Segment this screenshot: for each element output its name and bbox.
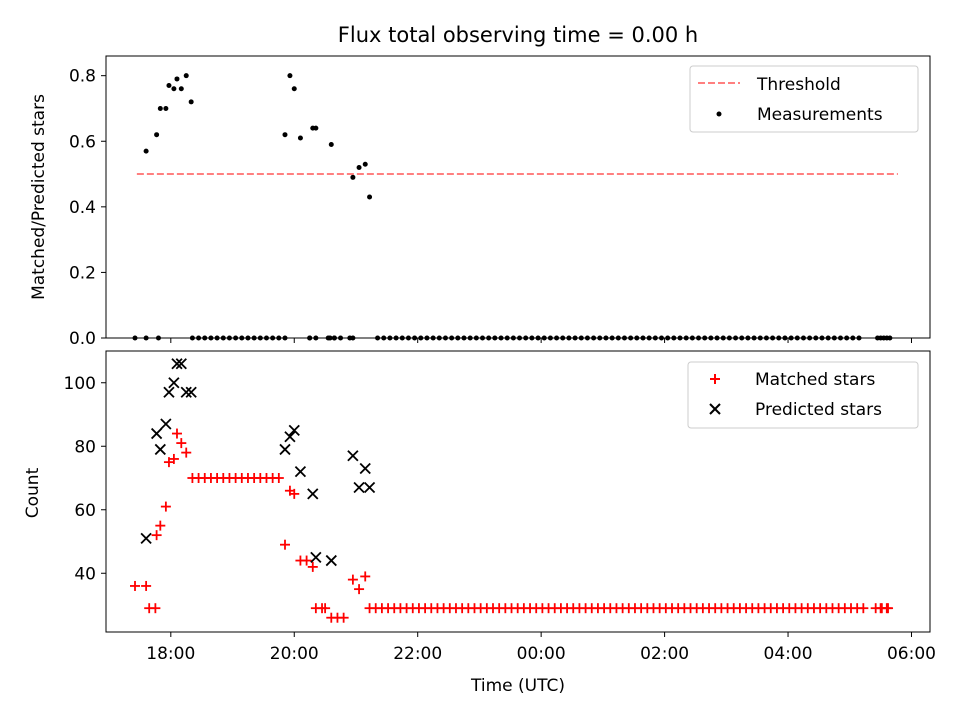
measurement-point [174,76,180,82]
matched-star-point [279,539,290,550]
bottom-ylabel: Count [23,467,43,518]
y-tick-label: 80 [74,437,96,457]
legend-measurements-swatch [716,111,722,117]
predicted-star-point [284,431,296,443]
predicted-star-point [185,386,197,398]
predicted-star-point [353,481,365,494]
matched-star-point [150,603,161,614]
measurement-point [328,142,334,148]
bottom-plot-area: 18:00 20:00 22:00 00:00 02:00 04:00 06:00 40 60 8… [64,358,936,664]
measurement-point [188,99,194,105]
measurement-point [297,135,303,141]
matched-star-point [273,473,284,484]
predicted-star-point [168,377,180,389]
predicted-star-point [347,450,359,462]
bottom-legend: Matched stars Predicted stars [687,361,919,429]
predicted-star-point [325,554,337,567]
top-panel: Matched/Predicted stars 0.00.20.40.60.8 … [29,55,931,349]
legend-matched-swatch [710,374,720,384]
matched-star-point [130,580,141,591]
legend-predicted-swatch [709,403,721,415]
legend-measurements-label: Measurements [757,105,883,125]
measurement-point [282,132,288,138]
measurement-point [356,164,362,170]
matched-star-point [289,488,300,499]
legend-threshold-label: Threshold [756,75,841,95]
measurement-point [154,132,160,138]
legend-predicted-label: Predicted stars [755,400,882,420]
predicted-star-point [150,427,163,440]
measurement-point [163,105,169,111]
measurement-point [350,174,356,180]
measurement-point [291,86,297,92]
predicted-star-point [288,424,300,437]
top-legend: Threshold Measurements [689,65,919,133]
measurement-point [143,148,149,154]
y-tick-label: 0.6 [69,132,96,152]
matched-star-point [160,501,171,512]
measurement-point [313,125,319,131]
bottom-xlabel: Time (UTC) [470,676,565,696]
measurement-point [287,73,293,79]
x-tick-label: 00:00 [517,644,566,664]
bottom-panel: Count Time (UTC) 18:00 20:00 22:00 00:00 02:… [23,350,936,696]
matched-star-point [155,520,166,531]
matched-star-point [338,612,349,623]
predicted-star-point [160,418,172,430]
matched-star-point [354,584,365,595]
legend-matched-label: Matched stars [755,370,875,390]
y-tick-label: 40 [74,564,96,584]
predicted-star-point [140,532,152,544]
matched-star-point [171,428,182,439]
measurement-point [183,73,189,79]
matched-star-point [347,574,358,585]
measurement-point [362,161,368,167]
y-tick-label: 0.2 [69,263,96,283]
bottom-frame [105,350,931,633]
y-tick-label: 60 [74,501,96,521]
measurement-point [178,86,184,92]
x-tick-label: 22:00 [393,644,442,664]
matched-star-point [881,603,892,614]
x-tick-label: 02:00 [640,644,689,664]
predicted-star-point [307,488,319,500]
predicted-star-point [359,462,371,475]
x-tick-label: 06:00 [887,644,936,664]
measurement-point [367,194,373,200]
y-tick-label: 0.8 [69,67,96,87]
matched-star-point [360,571,371,582]
y-tick-label: 0.0 [69,329,96,349]
matched-star-point [320,603,331,614]
predicted-star-point [180,386,192,398]
predicted-star-point [154,443,166,456]
y-tick-label: 100 [64,374,96,394]
measurement-point [171,86,177,92]
predicted-star-point [294,466,307,478]
matched-star-point [858,603,869,614]
predicted-star-point [310,551,322,564]
predicted-star-point [163,386,175,398]
predicted-star-point [363,481,376,494]
matched-star-point [151,530,162,541]
measurement-point [157,105,163,111]
matched-star-point [307,561,318,572]
predicted-star-point [175,358,187,370]
matched-star-point [176,438,187,449]
matched-star-point [141,580,152,591]
x-tick-label: 18:00 [146,644,195,664]
measurement-point [166,83,172,89]
matched-star-point [301,555,312,566]
x-tick-label: 04:00 [764,644,813,664]
predicted-star-point [171,358,183,370]
matched-star-point [181,447,192,458]
top-ylabel: Matched/Predicted stars [29,94,49,300]
predicted-star-point [279,443,291,456]
y-tick-label: 0.4 [69,198,96,218]
top-frame [105,55,931,339]
x-tick-label: 20:00 [270,644,319,664]
matched-star-point [168,453,179,464]
figure-title: Flux total observing time = 0.00 h [338,23,698,47]
